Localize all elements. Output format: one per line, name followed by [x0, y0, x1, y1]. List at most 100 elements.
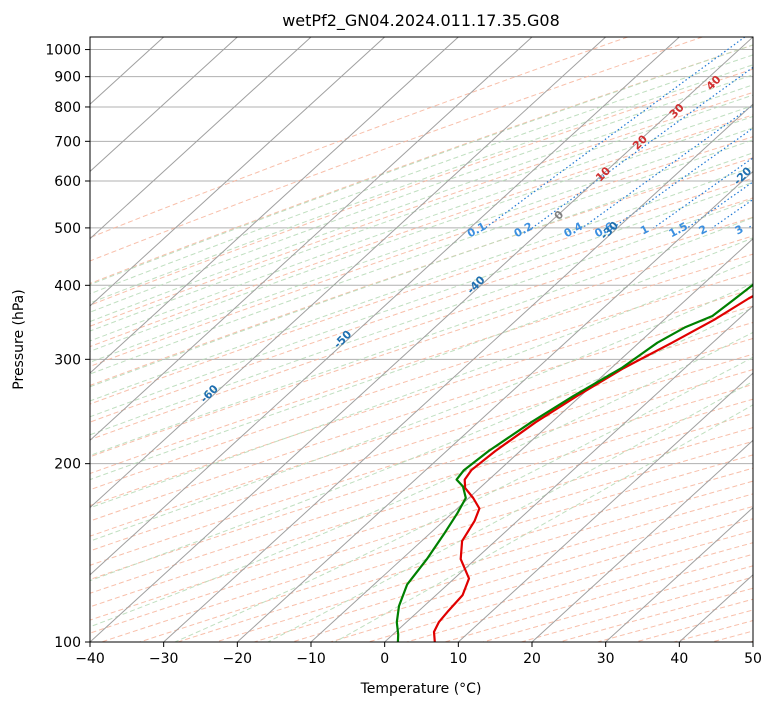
plot-area: 0.10.20.40.611.52346810131620253036-100-…: [90, 37, 772, 642]
x-tick-label: 20: [523, 651, 541, 667]
mixing-ratio-line: [484, 37, 746, 229]
isotherm: [752, 641, 753, 642]
isotherm: [90, 37, 312, 240]
y-tick-label: 400: [54, 278, 81, 294]
sounding-profiles: [395, 283, 753, 642]
mixing-ratio-line: [747, 223, 753, 229]
y-tick-label: 900: [54, 70, 81, 86]
x-tick-label: 40: [670, 651, 688, 667]
mixing-ratio-label: 0.1: [465, 220, 488, 241]
dry-adiabat: [521, 576, 753, 642]
x-tick-label: 30: [597, 651, 615, 667]
moist-adiabat: [90, 152, 753, 388]
y-tick-label: 800: [54, 100, 81, 116]
moist-adiabat-label: 0: [552, 208, 567, 223]
dewpoint-profile-line: [395, 283, 753, 642]
mixing-ratio-label: 0.2: [512, 220, 535, 241]
plot-frame: [89, 36, 754, 643]
isotherms: [90, 37, 753, 642]
moist-adiabat: [90, 331, 753, 628]
moist-adiabat: [90, 181, 753, 418]
moist-adiabat: [90, 166, 753, 402]
dry-adiabat: [90, 383, 753, 594]
moist-adiabat: [90, 84, 753, 323]
x-tick-label: −20: [223, 651, 253, 667]
dry-adiabat: [750, 640, 753, 642]
moist-adiabat: [90, 217, 753, 457]
moist-adiabat: [90, 282, 753, 542]
chart-title: wetPf2_GN04.2024.011.17.35.G08: [282, 11, 560, 31]
mixing-ratio-lines: [484, 37, 753, 229]
temperature-profile-line: [432, 294, 753, 642]
x-tick-label: −30: [149, 651, 179, 667]
isotherm: [384, 305, 753, 642]
dry-adiabat: [101, 440, 753, 642]
y-tick-label: 700: [54, 134, 81, 150]
pressure-gridlines: [90, 49, 753, 642]
moist-adiabat: [90, 54, 753, 295]
x-tick-label: −10: [296, 651, 326, 667]
dry-adiabat: [444, 553, 753, 642]
x-tick-label: 10: [449, 651, 467, 667]
dry-adiabat: [90, 353, 753, 566]
isotherm: [163, 103, 753, 642]
isotherm: [90, 37, 238, 173]
dry-adiabat: [90, 369, 753, 580]
moist-adiabat: [90, 44, 753, 286]
isotherm: [605, 506, 753, 642]
y-tick-label: 200: [54, 457, 81, 473]
dry-adiabat: [90, 37, 703, 262]
isotherm: [90, 37, 607, 509]
isotherm: [531, 439, 753, 642]
reference-line-labels: 0.10.20.40.611.52346810131620253036-100-…: [198, 73, 772, 406]
y-axis-label: Pressure (hPa): [11, 289, 27, 389]
moist-adiabat: [90, 198, 753, 436]
y-tick-label: 100: [54, 635, 81, 651]
isotherm: [90, 37, 753, 642]
y-tick-label: 500: [54, 221, 81, 237]
dry-adiabat: [368, 530, 753, 642]
moist-adiabats: [90, 44, 753, 642]
isotherm: [90, 37, 386, 307]
isotherm: [236, 170, 753, 642]
mixing-ratio-label: 3: [733, 222, 746, 237]
mixing-ratio-line: [581, 104, 753, 229]
y-tick-label: 300: [54, 352, 81, 368]
dry-adiabat: [90, 305, 753, 522]
dry-adiabat: [177, 467, 753, 642]
dry-adiabat: [90, 337, 753, 552]
isotherm: [457, 372, 753, 642]
x-axis-label: Temperature (°C): [360, 681, 482, 697]
isotherm: [310, 237, 753, 642]
dry-adiabat: [482, 565, 753, 642]
moist-adiabat: [90, 64, 753, 304]
isotherm: [90, 37, 459, 374]
x-tick-label: −40: [75, 651, 105, 667]
mixing-ratio-line: [687, 181, 753, 229]
mixing-ratio-label: 0.4: [562, 220, 586, 241]
mixing-ratio-line: [653, 157, 753, 229]
dry-adiabat: [90, 37, 628, 239]
y-tick-label: 1000: [45, 43, 81, 59]
isotherm: [90, 37, 680, 576]
dry-adiabat: [90, 177, 753, 405]
isotherm: [90, 37, 533, 442]
moist-adiabat: [90, 94, 753, 332]
dry-adiabat: [90, 321, 753, 537]
moist-adiabat: [90, 115, 753, 352]
y-axis-ticks: 100 200 300 400 500 600 700 800 900 1000: [45, 43, 90, 651]
y-tick-label: 600: [54, 174, 81, 190]
mixing-ratio-line: [531, 66, 753, 229]
x-tick-label: 50: [744, 651, 762, 667]
dry-adiabat: [292, 505, 753, 642]
mixing-ratio-label: 1.5: [667, 220, 690, 241]
mixing-ratio-label: 1: [638, 222, 651, 237]
isotherm-label: -60: [198, 382, 221, 405]
dry-adiabat: [90, 68, 753, 306]
dry-adiabat: [90, 114, 753, 348]
dry-adiabat: [559, 587, 753, 642]
mixing-ratio-label: 4: [759, 222, 772, 237]
x-tick-label: 0: [380, 651, 389, 667]
moist-adiabat: [90, 74, 753, 313]
x-axis-ticks: −40 −30 −20 −10 0 10 20 30 40 50: [75, 642, 762, 667]
